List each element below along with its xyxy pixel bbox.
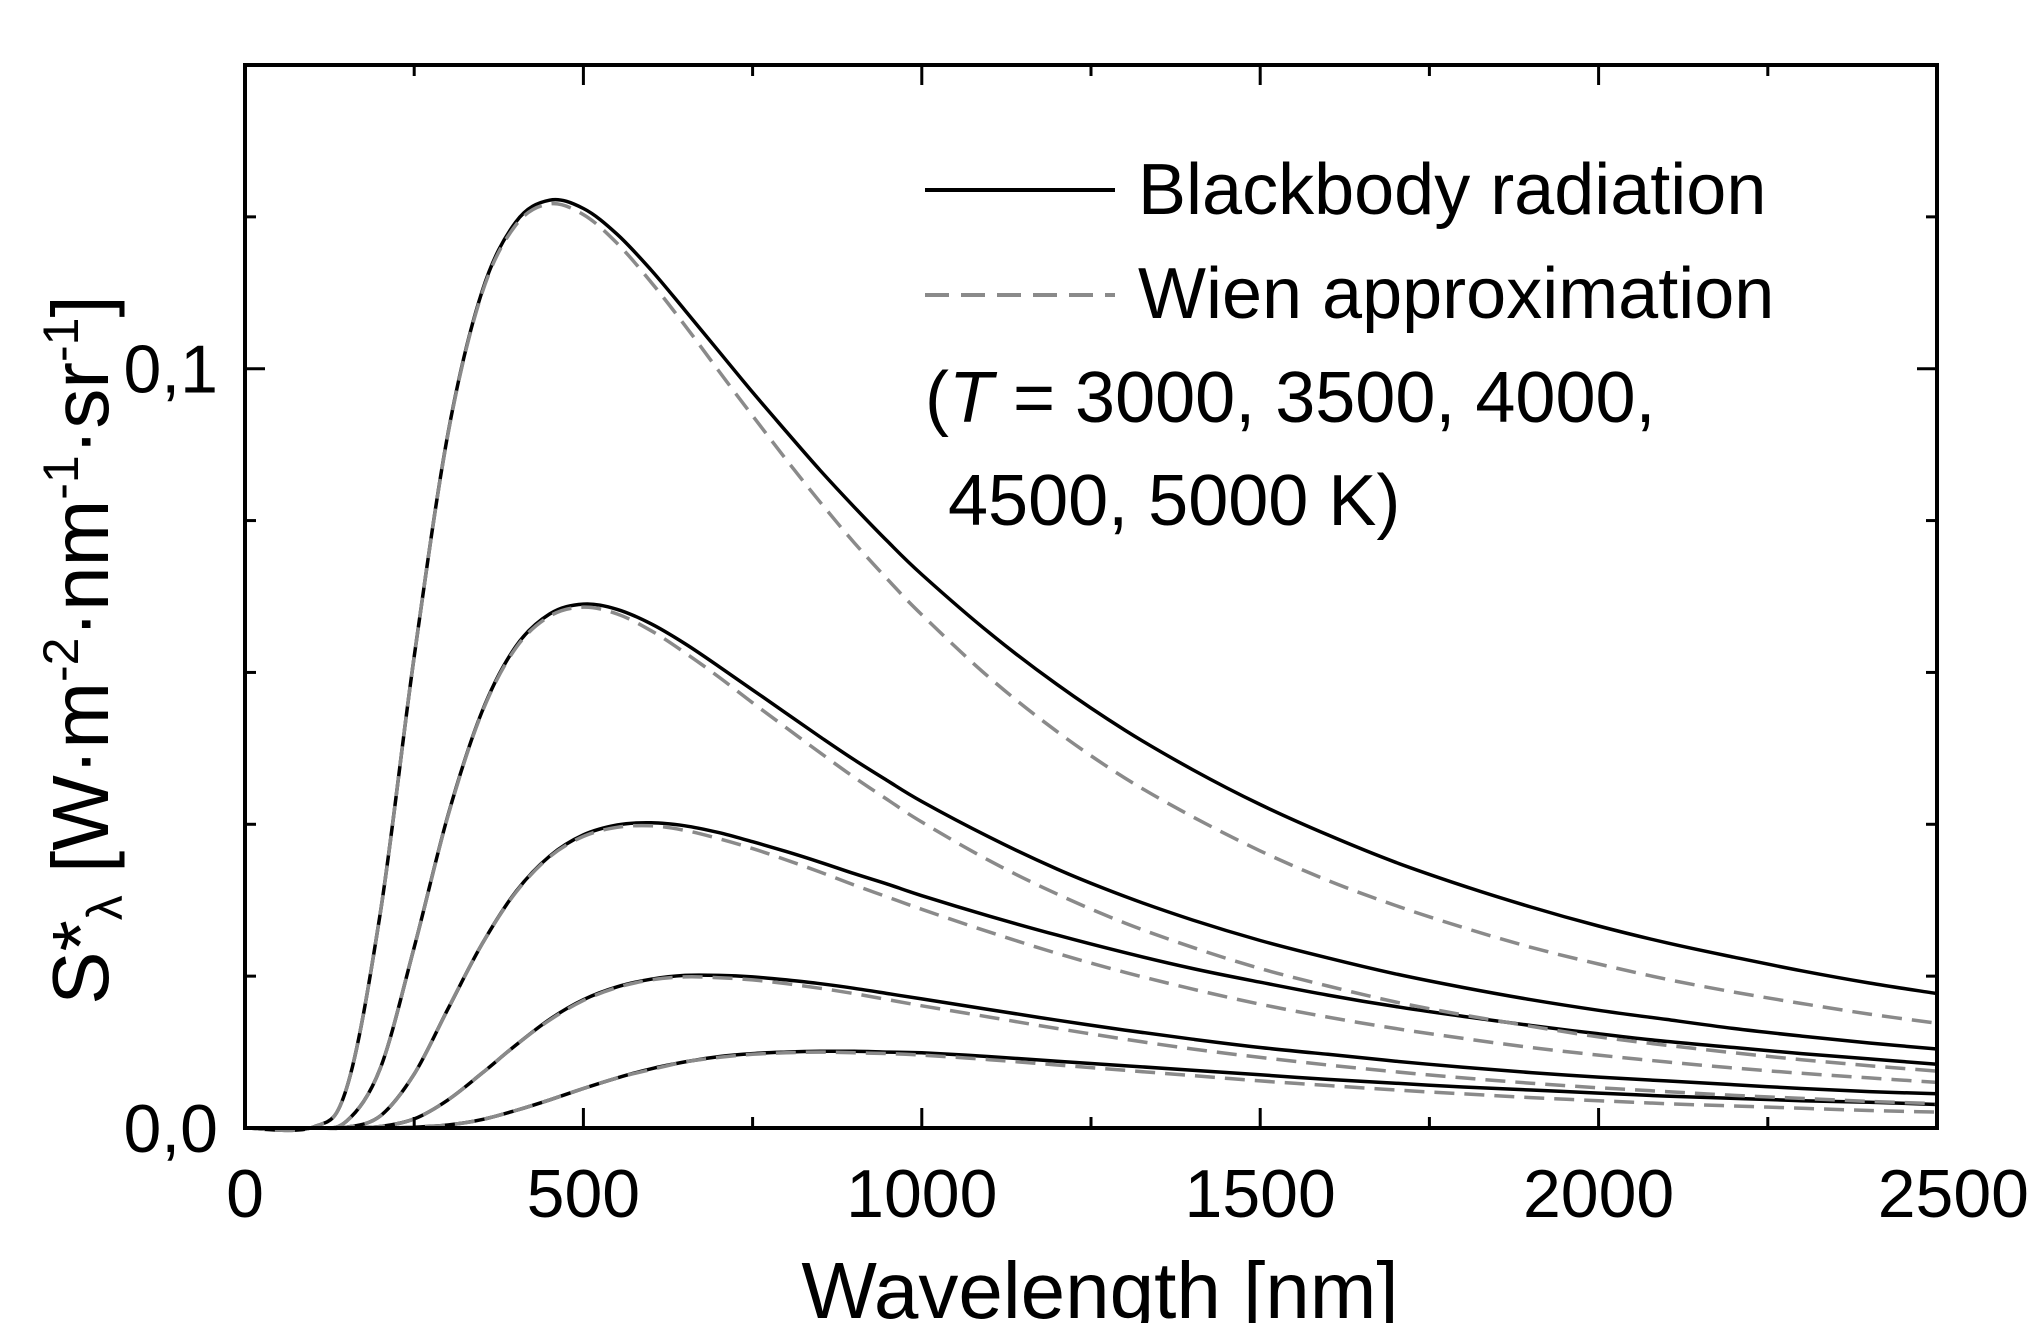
series-layer: [244, 197, 1938, 1133]
y-axis-units: [W·m: [36, 682, 125, 895]
y-axis-sup: -1: [33, 318, 89, 362]
y-axis-sup: -1: [33, 455, 89, 499]
x-tick-label: 2000: [1523, 1156, 1674, 1232]
temperature-note-symbol: T: [949, 358, 998, 438]
x-tick-label: 0: [226, 1156, 264, 1232]
temperature-note-line2: 4500, 5000 K): [948, 461, 1400, 541]
x-tick-label: 1000: [846, 1156, 997, 1232]
series-wien-4000k: [244, 823, 1938, 1131]
temperature-note-paren: (: [925, 358, 949, 438]
y-tick-label: 0,0: [123, 1091, 218, 1167]
x-axis-title: Wavelength [nm]: [801, 1246, 1398, 1323]
x-tick-label: 500: [527, 1156, 640, 1232]
legend-label-wien: Wien approximation: [1138, 254, 1774, 334]
series-wien-3500k: [244, 975, 1938, 1130]
temperature-note-values: = 3000, 3500, 4000,: [993, 358, 1656, 438]
y-axis-subscript: λ: [77, 895, 133, 920]
legend-label-blackbody: Blackbody radiation: [1138, 150, 1766, 230]
y-axis-units-mid: ·sr: [36, 362, 125, 455]
series-wien-3000k: [244, 1050, 1938, 1130]
x-tick-label: 2500: [1878, 1156, 2029, 1232]
y-tick-labels: 0,0 0,1: [123, 332, 218, 1167]
y-axis-sup: -2: [33, 638, 89, 682]
series-blackbody-4000k: [244, 821, 1938, 1131]
legend: Blackbody radiation Wien approximation (…: [925, 150, 1774, 541]
series-wien-4500k: [244, 605, 1938, 1131]
series-wien-5000k: [244, 201, 1938, 1133]
series-blackbody-5000k: [244, 197, 1938, 1133]
x-tick-labels: 0 500 1000 1500 2000 2500: [226, 1156, 2029, 1232]
y-axis-symbol: S*: [36, 920, 125, 1005]
y-axis-units-end: ]: [36, 295, 125, 317]
series-blackbody-4500k: [244, 602, 1938, 1131]
tick-layer: [243, 63, 1939, 1130]
y-axis-title: S*λ [W·m-2·nm-1·sr-1]: [33, 295, 133, 1004]
y-tick-label: 0,1: [123, 332, 218, 408]
y-axis-units-mid: ·nm: [36, 500, 125, 638]
x-tick-label: 1500: [1185, 1156, 1336, 1232]
temperature-note-line1: (T = 3000, 3500, 4000,: [925, 358, 1656, 438]
plot-area: [243, 63, 1939, 1133]
